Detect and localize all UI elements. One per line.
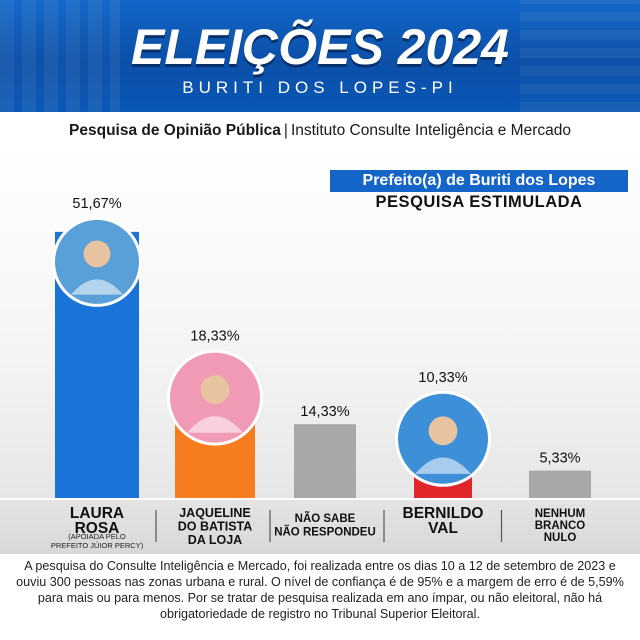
category-label-nenhum-branco-nulo-line-1: NENHUM: [535, 508, 585, 520]
survey-separator: |: [283, 122, 288, 139]
survey-institute: Instituto Consulte Inteligência e Mercad…: [290, 122, 571, 139]
survey-subtitle: Pesquisa de Opinião Pública | Instituto Co…: [0, 122, 640, 140]
value-label-nenhum-branco-nulo: 5,33%: [539, 451, 580, 467]
methodology-note: A pesquisa do Consulte Inteligência e Me…: [16, 559, 624, 621]
position-label: Prefeito(a) de Buriti dos Lopes: [330, 170, 628, 192]
category-label-nao-sabe-nao-respondeu-line-2: NÃO RESPONDEU: [274, 526, 376, 539]
bar-nenhum-branco-nulo: [529, 470, 591, 498]
candidate-photo-face-jaqueline-do-batista-da-loja: [200, 375, 230, 405]
candidate-labels-band: [0, 498, 640, 554]
category-label-jaqueline-do-batista-da-loja-line-1: JAQUELINE: [179, 506, 251, 520]
category-label-laura-rosa-line-2: ROSA: [75, 520, 120, 537]
header-subtitle: BURITI DOS LOPES-PI: [182, 78, 458, 97]
header-title: ELEIÇÕES 2024: [131, 19, 509, 75]
value-label-jaqueline-do-batista-da-loja: 18,33%: [190, 329, 239, 345]
survey-type-label: PESQUISA ESTIMULADA: [375, 193, 583, 211]
candidate-photo-body-laura-rosa: [70, 279, 124, 295]
value-label-nao-sabe-nao-respondeu: 14,33%: [300, 404, 349, 420]
candidate-photo-face-bernildo-val: [428, 416, 458, 446]
category-label-jaqueline-do-batista-da-loja-line-3: DA LOJA: [188, 533, 242, 547]
category-label-bernildo-val-line-1: BERNILDO: [403, 505, 484, 522]
bar-nao-sabe-nao-respondeu: [294, 424, 356, 498]
category-label-jaqueline-do-batista-da-loja-line-2: DO BATISTA: [178, 520, 253, 534]
value-label-bernildo-val: 10,33%: [418, 370, 467, 386]
category-label-bernildo-val-line-2: VAL: [428, 520, 458, 537]
category-label-laura-rosa-line-1: LAURA: [70, 505, 124, 522]
header-banner: ELEIÇÕES 2024 BURITI DOS LOPES-PI: [0, 0, 640, 112]
category-label-nenhum-branco-nulo-line-3: NULO: [544, 532, 577, 544]
candidate-photo-body-jaqueline-do-batista-da-loja: [187, 416, 243, 433]
candidate-photo-face-laura-rosa: [83, 240, 111, 268]
category-label-nenhum-branco-nulo-line-2: BRANCO: [535, 520, 586, 532]
category-note-laura-rosa-line-1: (APOIADA PELO: [68, 532, 126, 541]
category-label-nao-sabe-nao-respondeu-line-1: NÃO SABE: [295, 512, 356, 525]
candidate-photo-body-bernildo-val: [415, 457, 471, 474]
category-note-laura-rosa-line-2: PREFEITO JÚIOR PERCY): [51, 541, 144, 550]
survey-title: Pesquisa de Opinião Pública: [69, 122, 281, 139]
value-label-laura-rosa: 51,67%: [72, 196, 121, 212]
